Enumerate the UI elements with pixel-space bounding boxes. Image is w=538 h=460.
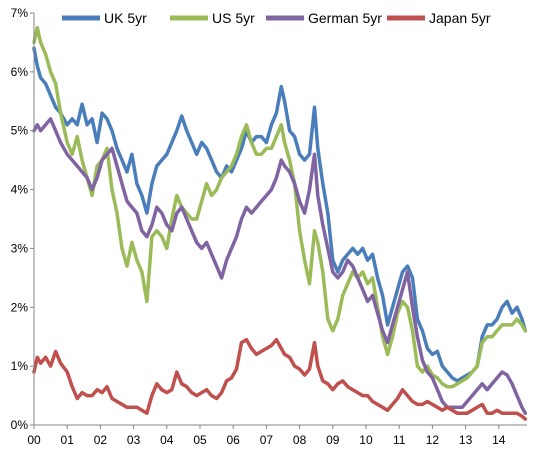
x-tick-label: 14 bbox=[492, 433, 506, 447]
x-tick-label: 00 bbox=[27, 433, 41, 447]
legend-label: German 5yr bbox=[308, 10, 382, 26]
x-tick-label: 05 bbox=[193, 433, 207, 447]
series-layer bbox=[32, 25, 528, 421]
y-tick-label: 3% bbox=[11, 241, 29, 255]
x-tick-label: 06 bbox=[227, 433, 241, 447]
x-tick-label: 02 bbox=[94, 433, 108, 447]
y-tick-label: 6% bbox=[11, 65, 29, 79]
ticks: 0% 1% 2% 3% 4% 5% 6% 7% 00 01 02 03 04 05 06 07 08 09 10 11… bbox=[11, 6, 506, 447]
x-tick-label: 03 bbox=[127, 433, 141, 447]
x-tick-label: 08 bbox=[293, 433, 307, 447]
legend-label: Japan 5yr bbox=[429, 10, 491, 26]
y-tick-label: 0% bbox=[11, 418, 29, 432]
y-tick-label: 4% bbox=[11, 183, 29, 197]
legend-label: UK 5yr bbox=[104, 10, 147, 26]
y-tick-label: 2% bbox=[11, 300, 29, 314]
x-tick-label: 04 bbox=[160, 433, 174, 447]
x-tick-label: 11 bbox=[393, 433, 406, 447]
legend: UK 5yr US 5yr German 5yr Japan 5yr bbox=[62, 10, 491, 26]
series-line-us-5yr bbox=[32, 25, 528, 389]
series-line-japan-5yr bbox=[32, 337, 528, 421]
x-tick-label: 12 bbox=[426, 433, 440, 447]
y-tick-label: 5% bbox=[11, 124, 29, 138]
axes bbox=[33, 13, 527, 426]
legend-label: US 5yr bbox=[212, 10, 255, 26]
series-line-german-5yr bbox=[32, 117, 528, 415]
series-line-uk-5yr bbox=[32, 46, 528, 383]
y-tick-label: 1% bbox=[11, 359, 29, 373]
x-tick-label: 01 bbox=[61, 433, 75, 447]
x-tick-label: 07 bbox=[260, 433, 274, 447]
x-tick-label: 10 bbox=[359, 433, 373, 447]
x-tick-label: 09 bbox=[326, 433, 340, 447]
y-tick-label: 7% bbox=[11, 6, 29, 20]
x-tick-label: 13 bbox=[459, 433, 473, 447]
